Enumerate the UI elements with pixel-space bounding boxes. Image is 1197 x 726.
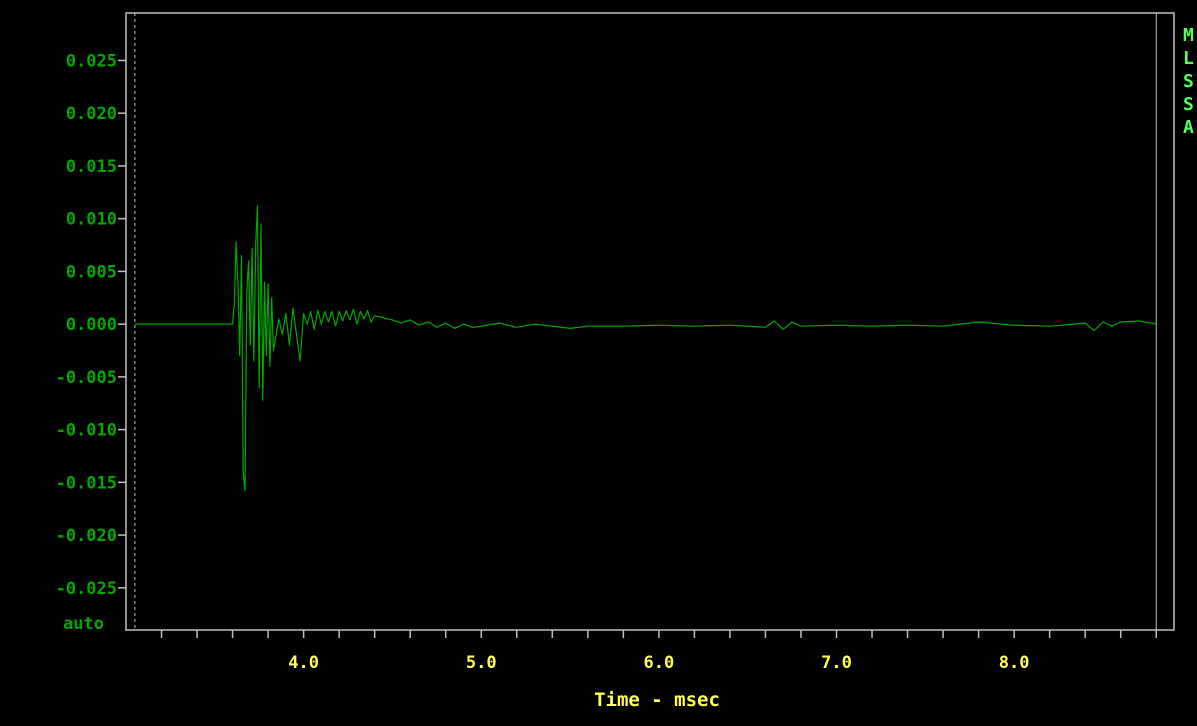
y-tick-label: 0.010	[66, 210, 117, 230]
series-layer	[134, 205, 1157, 492]
y-tick-label: -0.010	[56, 421, 117, 441]
x-tick-label: 5.0	[466, 653, 497, 673]
y-tick-label: -0.025	[56, 579, 117, 599]
y-tick-label: 0.005	[66, 262, 117, 282]
side-readout-letter: M	[1183, 25, 1194, 46]
series-line	[134, 205, 1157, 492]
y-tick-label: 0.000	[66, 315, 117, 335]
cursor-lines	[134, 13, 1157, 630]
x-axis-title: Time - msec	[594, 689, 720, 711]
x-tick-label: 4.0	[288, 653, 319, 673]
side-readout-letter: A	[1183, 117, 1194, 138]
side-readout-letter: S	[1183, 71, 1194, 92]
y-tick-label: 0.015	[66, 157, 117, 177]
x-tick-label: 6.0	[644, 653, 675, 673]
plot-frame	[125, 12, 1175, 631]
x-tick-label: 8.0	[999, 653, 1030, 673]
y-axis: 0.025 0.020 0.015 0.010 0.005 0.000 -0.005 -0.0…	[56, 51, 126, 599]
y-tick-label: -0.020	[56, 526, 117, 546]
side-readout-letter: S	[1183, 94, 1194, 115]
side-readout-letter: L	[1183, 48, 1194, 69]
y-scale-label: auto	[63, 614, 104, 634]
x-axis: 4.0 5.0 6.0 7.0 8.0	[160, 630, 1157, 673]
y-tick-label: 0.020	[66, 104, 117, 124]
y-tick-label: -0.005	[56, 368, 117, 388]
y-tick-label: 0.025	[66, 51, 117, 71]
x-tick-label: 7.0	[821, 653, 852, 673]
y-tick-label: -0.015	[56, 473, 117, 493]
